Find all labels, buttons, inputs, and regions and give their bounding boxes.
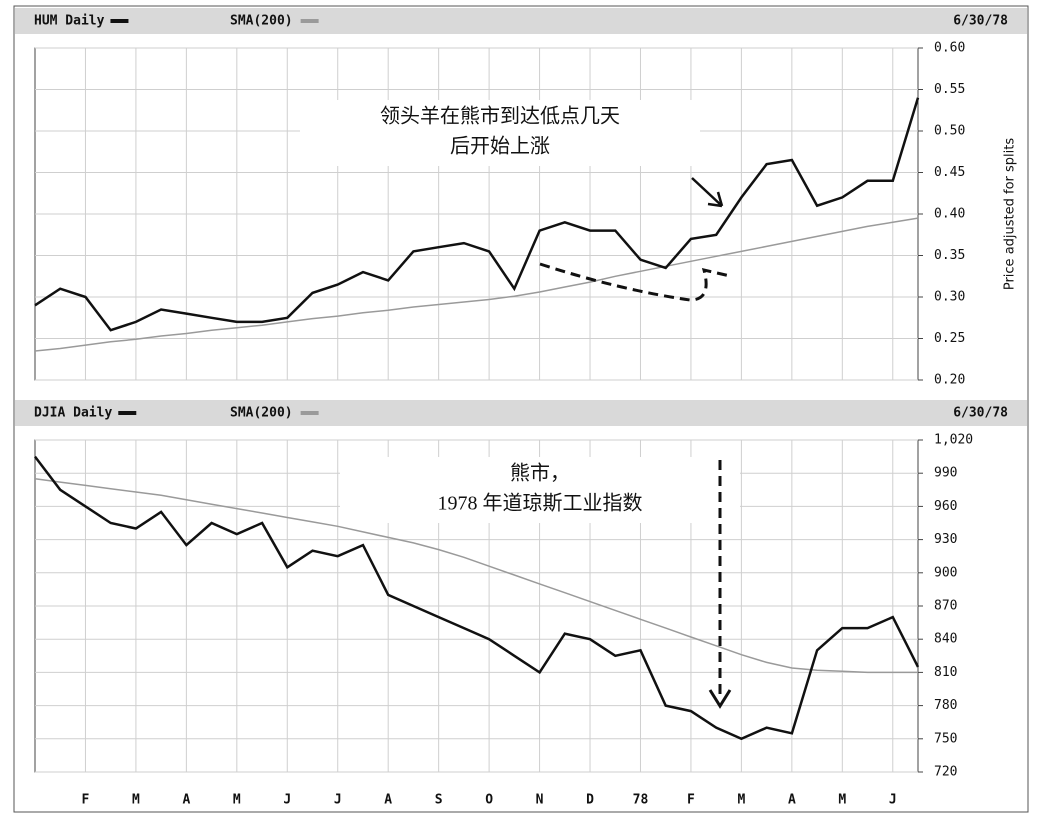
y-tick-label: 0.50 [934,124,965,139]
legend-label: HUM Daily [34,14,105,29]
annotation-box [340,457,740,523]
x-tick-label: S [435,793,443,808]
y-tick-label: 0.30 [934,290,965,305]
y-tick-label: 780 [934,698,957,713]
x-tick-label: M [737,793,745,808]
x-tick-label: J [283,793,291,808]
legend-swatch [118,411,137,415]
y-tick-label: 810 [934,665,957,680]
x-tick-label: 78 [633,793,649,808]
series-line [34,97,920,332]
y-tick-label: 870 [934,599,957,614]
x-tick-label: J [889,793,897,808]
annotation-text: 领头羊在熊市到达低点几天 [380,105,620,128]
annotation-text: 1978 年道琼斯工业指数 [438,492,643,515]
annotation-text: 熊市， [510,462,570,485]
annotation-text: 后开始上涨 [450,135,550,158]
x-tick-label: A [788,793,796,808]
y-tick-label: 990 [934,466,957,481]
dashed-trend [539,262,731,302]
legend-label: SMA(200) [230,14,293,29]
arrow [691,177,724,208]
y-tick-label: 1,020 [934,433,973,448]
legend-label: SMA(200) [230,406,293,421]
legend-swatch [110,19,129,23]
series-line [34,477,918,674]
y-tick-label: 0.55 [934,82,965,97]
x-tick-label: O [485,793,493,808]
y-tick-label: 0.40 [934,207,965,222]
x-tick-label: M [838,793,846,808]
x-tick-label: M [132,793,140,808]
x-tick-label: D [586,793,594,808]
x-tick-label: N [536,793,544,808]
y-tick-label: 930 [934,532,957,547]
y-tick-label: 960 [934,499,957,514]
y-tick-label: 0.60 [934,41,965,56]
x-tick-label: A [384,793,392,808]
x-tick-label: M [233,793,241,808]
date-label: 6/30/78 [953,14,1008,29]
y-axis-label: Price adjusted for splits [1003,138,1018,291]
x-tick-label: J [334,793,342,808]
panel-header [15,8,1027,34]
y-tick-label: 0.35 [934,248,965,263]
series-line [34,455,920,741]
y-tick-label: 0.25 [934,331,965,346]
y-tick-label: 900 [934,565,957,580]
y-tick-label: 0.45 [934,165,965,180]
series-line [34,217,919,352]
annotation-box [300,100,700,166]
y-tick-label: 0.20 [934,373,965,388]
panel-header [15,400,1027,426]
y-tick-label: 840 [934,632,957,647]
y-tick-label: 750 [934,731,957,746]
arrow-head [708,689,732,709]
legend-label: DJIA Daily [34,406,112,421]
legend-swatch [300,19,319,23]
y-tick-label: 720 [934,765,957,780]
x-tick-label: A [182,793,190,808]
x-tick-label: F [687,793,695,808]
legend-swatch [300,411,319,415]
x-tick-label: F [82,793,90,808]
date-label: 6/30/78 [953,406,1008,421]
